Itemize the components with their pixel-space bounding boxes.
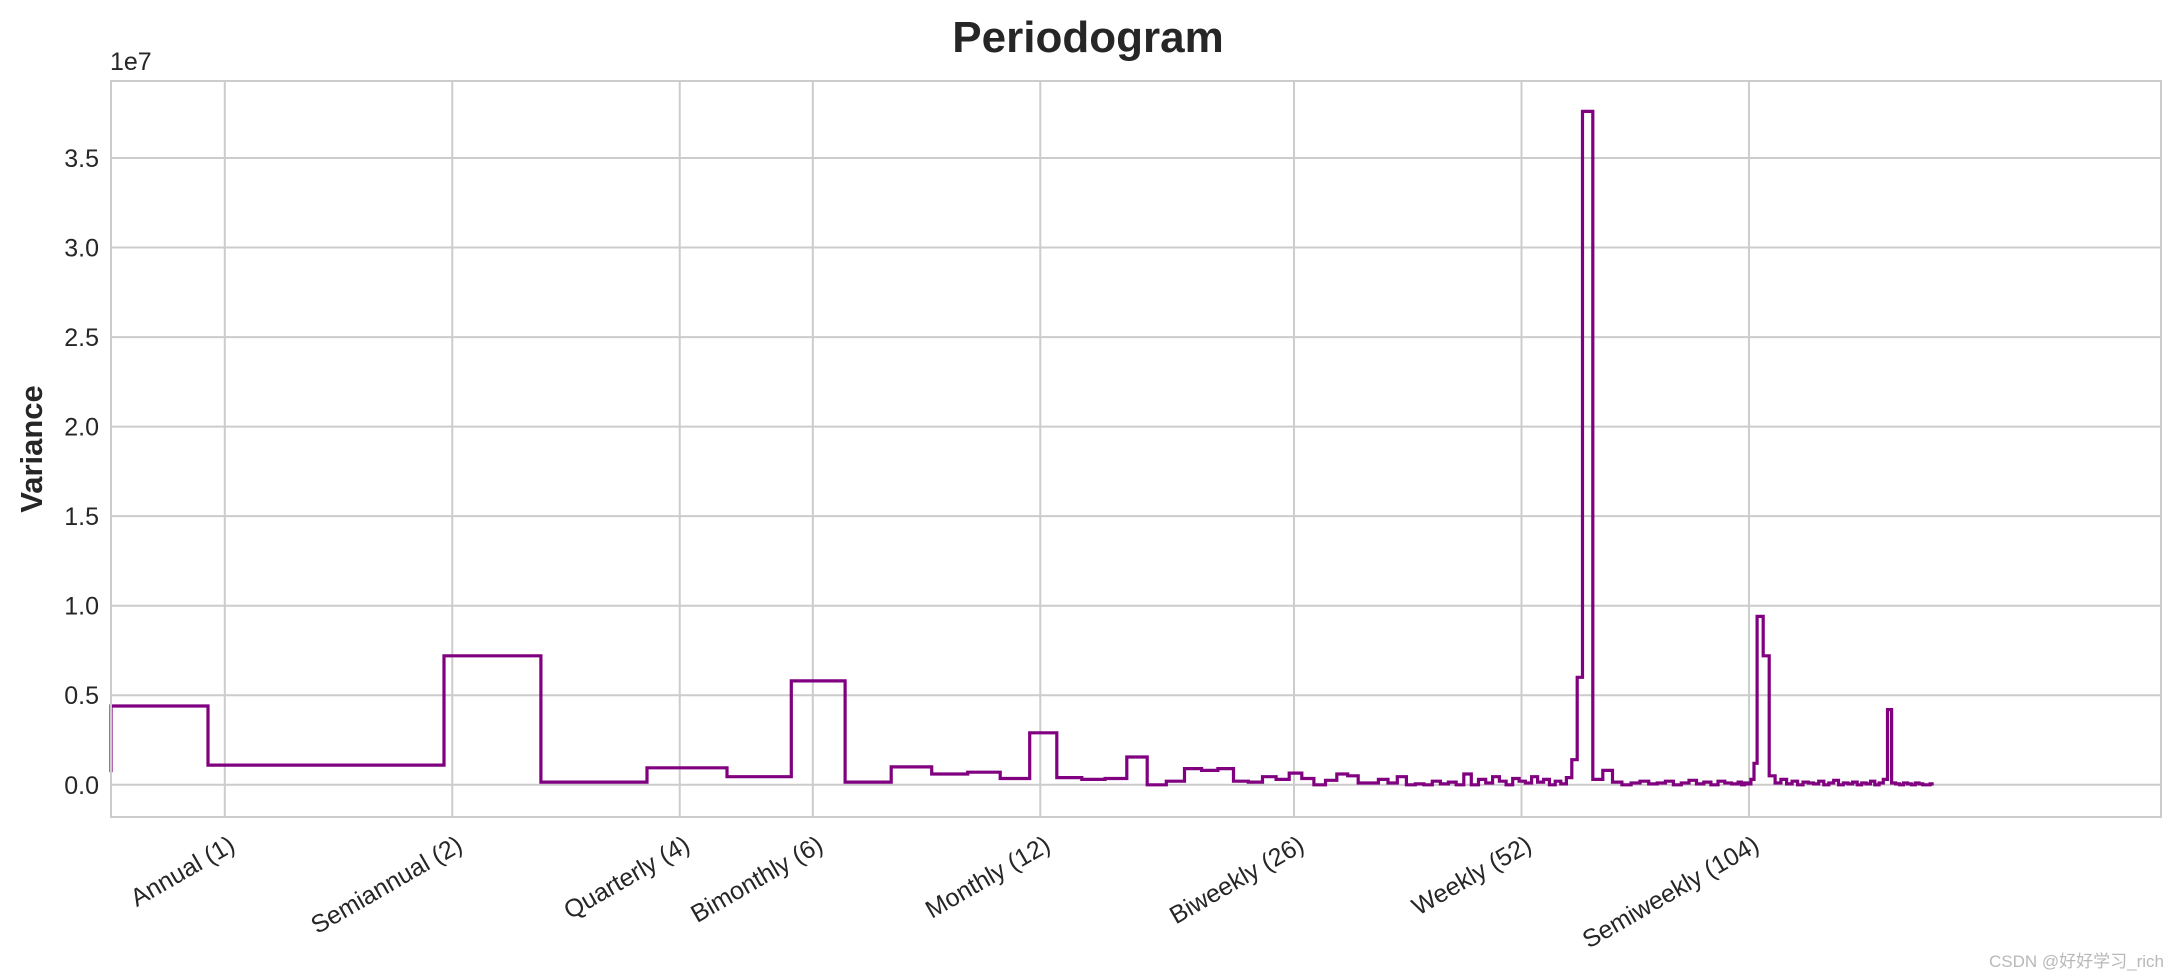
x-tick-label: Semiweekly (104) [1578,831,1764,955]
y-tick-label: 1.0 [64,593,99,621]
x-tick-label: Weekly (52) [1407,831,1536,922]
watermark: CSDN @好好学习_rich [1989,952,2164,971]
x-tick-label: Biweekly (26) [1165,831,1309,930]
y-tick-label: 0.0 [64,772,99,800]
y-tick-label: 2.0 [64,414,99,442]
x-tick-label: Bimonthly (6) [686,831,828,929]
grid-lines [111,81,2161,817]
chart-title: Periodogram [952,13,1223,62]
y-tick-label: 2.5 [64,324,99,352]
y-tick-label: 0.5 [64,682,99,710]
plot-frame [110,80,2162,818]
y-tick-label: 3.0 [64,235,99,263]
x-tick-label: Annual (1) [126,831,240,913]
y-tick-label: 3.5 [64,145,99,173]
y-tick-label: 1.5 [64,503,99,531]
series-group [109,109,1934,787]
y-scale-label: 1e7 [110,48,152,76]
x-tick-label: Semiannual (2) [306,831,467,940]
series-line [109,109,1934,787]
y-axis-label: Variance [14,385,49,513]
x-tick-label: Quarterly (4) [559,831,695,925]
x-tick-labels: Annual (1) Semiannual (2) Quarterly (4)Bim… [126,831,1764,955]
x-tick-label: Monthly (12) [921,831,1055,925]
y-tick-labels: 0.0 0.5 1.0 1.5 2.0 2.5 3.0 3.5 [64,145,99,800]
